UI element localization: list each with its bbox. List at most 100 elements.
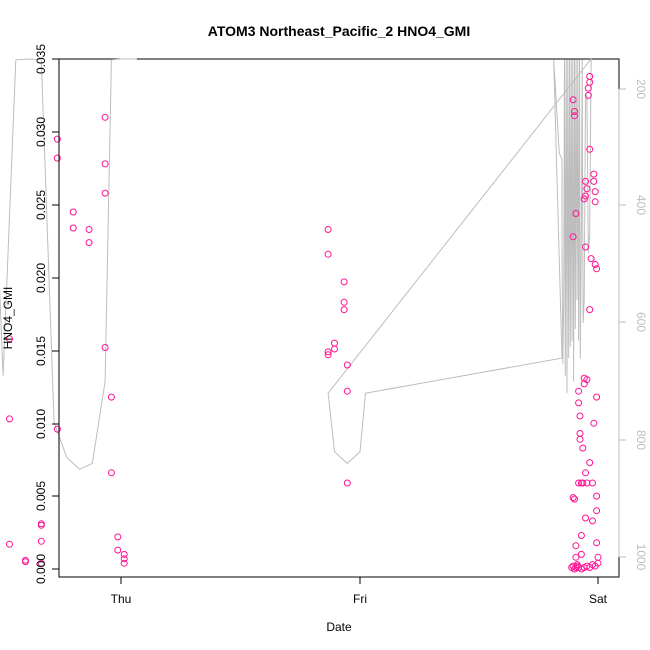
data-point bbox=[594, 553, 602, 561]
data-point bbox=[324, 351, 332, 359]
data-point bbox=[331, 345, 338, 353]
data-point bbox=[572, 210, 580, 217]
data-point bbox=[324, 250, 332, 258]
data-point bbox=[569, 494, 577, 502]
data-point bbox=[583, 376, 591, 384]
data-point bbox=[569, 233, 577, 241]
data-point bbox=[583, 185, 591, 193]
data-point bbox=[6, 335, 13, 343]
data-points-layer bbox=[6, 73, 602, 573]
y-tick-label-1: 0.005 bbox=[34, 481, 48, 511]
data-point bbox=[340, 278, 348, 286]
data-point bbox=[586, 306, 594, 314]
y-tick-label-0: 0.000 bbox=[34, 554, 48, 584]
data-point bbox=[591, 261, 599, 268]
data-point bbox=[590, 177, 598, 185]
data-point bbox=[120, 555, 128, 563]
data-point bbox=[53, 135, 61, 143]
data-point bbox=[53, 425, 61, 433]
data-point bbox=[37, 521, 45, 529]
data-point bbox=[101, 160, 109, 168]
data-point bbox=[582, 469, 589, 477]
data-point bbox=[343, 387, 351, 395]
y-tick-label-3: 0.015 bbox=[34, 336, 48, 366]
data-point bbox=[591, 198, 599, 206]
right-tick-label-1000: 1000 bbox=[634, 544, 648, 571]
right-tick-label-800: 800 bbox=[634, 430, 648, 450]
data-point bbox=[85, 239, 93, 247]
y-tick-label-2: 0.010 bbox=[34, 409, 48, 439]
data-point bbox=[343, 361, 351, 369]
data-point bbox=[586, 73, 594, 80]
data-point bbox=[114, 546, 122, 554]
data-point bbox=[590, 170, 598, 178]
data-point bbox=[575, 479, 583, 487]
data-point bbox=[586, 78, 594, 86]
data-point bbox=[331, 339, 338, 347]
data-point bbox=[114, 533, 122, 541]
y-tick-label-7: 0.035 bbox=[34, 44, 48, 74]
pressure-line-layer bbox=[0, 57, 592, 470]
data-point bbox=[340, 298, 348, 306]
data-point bbox=[593, 507, 601, 515]
data-point bbox=[577, 532, 585, 539]
x-axis-title: Date bbox=[326, 620, 352, 634]
y-axis-title: HNO4_GMI bbox=[1, 287, 15, 350]
y-axis: 0.000 0.005 0.010 0.015 0.020 0.025 0.03… bbox=[34, 44, 60, 584]
right-tick-label-400: 400 bbox=[634, 195, 648, 215]
data-point bbox=[107, 393, 115, 401]
x-tick-label-thu: Thu bbox=[111, 592, 132, 606]
data-point bbox=[572, 553, 580, 561]
data-point bbox=[576, 412, 584, 420]
pressure-line-segment bbox=[0, 58, 137, 470]
data-point bbox=[324, 348, 332, 356]
data-point bbox=[576, 435, 584, 443]
data-point bbox=[579, 479, 587, 487]
data-point bbox=[6, 540, 13, 548]
data-point bbox=[85, 226, 93, 233]
data-point bbox=[324, 226, 332, 233]
data-point bbox=[591, 562, 599, 570]
data-point bbox=[37, 559, 45, 567]
data-point bbox=[571, 108, 578, 115]
x-tick-label-sat: Sat bbox=[589, 592, 608, 606]
right-tick-label-600: 600 bbox=[634, 312, 648, 332]
y-tick-label-5: 0.025 bbox=[34, 190, 48, 220]
data-point bbox=[586, 145, 594, 153]
data-point bbox=[579, 444, 587, 452]
data-point bbox=[575, 399, 583, 407]
data-point bbox=[571, 112, 578, 120]
data-point bbox=[571, 495, 578, 503]
data-point bbox=[120, 559, 128, 567]
data-point bbox=[582, 243, 589, 251]
right-tick-label-200: 200 bbox=[634, 79, 648, 99]
data-point bbox=[593, 539, 601, 547]
pressure-line-segment bbox=[327, 57, 592, 465]
data-point bbox=[53, 154, 61, 162]
data-point bbox=[584, 91, 592, 99]
data-point bbox=[101, 189, 109, 197]
y-tick-label-6: 0.030 bbox=[34, 117, 48, 147]
data-point bbox=[343, 479, 351, 487]
data-point bbox=[69, 224, 77, 232]
data-point bbox=[593, 492, 601, 500]
data-point bbox=[107, 469, 115, 477]
data-point bbox=[37, 537, 45, 545]
data-point bbox=[589, 479, 596, 487]
data-point bbox=[593, 393, 601, 401]
data-point bbox=[575, 387, 583, 395]
data-point bbox=[589, 517, 596, 525]
data-point bbox=[101, 113, 109, 121]
data-point bbox=[21, 558, 29, 566]
x-tick-label-fri: Fri bbox=[353, 592, 367, 606]
data-point bbox=[120, 550, 128, 558]
data-point bbox=[582, 192, 589, 200]
right-axis: 200 400 600 800 1000 bbox=[618, 79, 648, 571]
x-axis: Thu Fri Sat bbox=[111, 576, 608, 606]
data-point bbox=[577, 550, 585, 558]
data-point bbox=[101, 344, 109, 351]
plot-area bbox=[58, 58, 620, 578]
data-point bbox=[569, 96, 577, 104]
